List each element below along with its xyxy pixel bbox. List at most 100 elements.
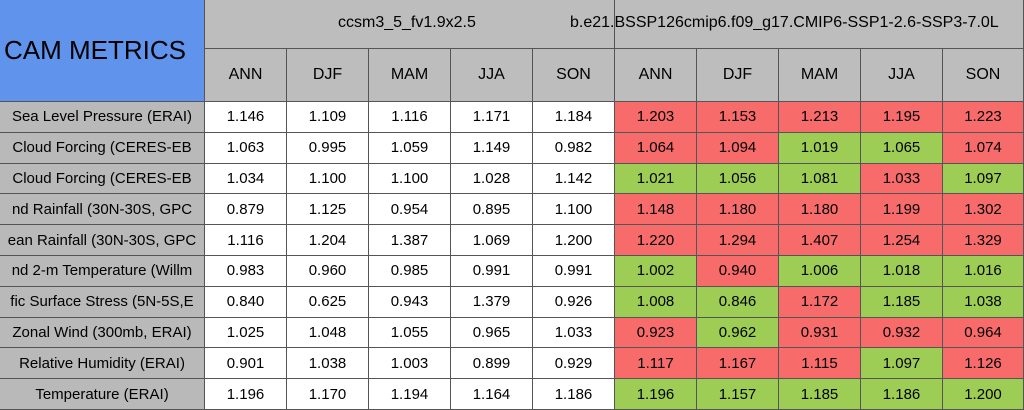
value-cell: 0.931 <box>779 317 861 349</box>
value-cell: 1.016 <box>943 256 1024 287</box>
value-cell: 1.033 <box>533 317 615 349</box>
value-cell: 1.055 <box>369 317 451 349</box>
value-cell: 1.195 <box>861 102 943 133</box>
value-cell: 1.199 <box>861 194 943 226</box>
value-cell: 1.220 <box>615 225 697 256</box>
value-cell: 0.840 <box>205 286 287 318</box>
value-cell: 0.899 <box>451 348 533 380</box>
value-cell: 1.074 <box>943 132 1024 164</box>
value-cell: 1.069 <box>451 225 533 256</box>
value-cell: 0.991 <box>533 256 615 287</box>
value-cell: 0.991 <box>451 256 533 287</box>
season-header: ANN <box>615 49 697 102</box>
value-cell: 1.167 <box>697 348 779 380</box>
value-cell: 1.126 <box>943 348 1024 380</box>
value-cell: 1.146 <box>205 102 287 133</box>
value-cell: 1.213 <box>779 102 861 133</box>
value-cell: 0.985 <box>369 256 451 287</box>
value-cell: 0.926 <box>533 286 615 318</box>
value-cell: 1.100 <box>369 163 451 195</box>
case-header-cell <box>205 0 615 49</box>
row-label: Relative Humidity (ERAI) <box>0 348 205 380</box>
row-label: Sea Level Pressure (ERAI) <box>0 102 205 133</box>
value-cell: 1.028 <box>451 163 533 195</box>
value-cell: 1.115 <box>779 348 861 380</box>
value-cell: 1.153 <box>697 102 779 133</box>
value-cell: 1.185 <box>861 286 943 318</box>
value-cell: 1.081 <box>779 163 861 195</box>
value-cell: 1.116 <box>205 225 287 256</box>
value-cell: 0.895 <box>451 194 533 226</box>
value-cell: 1.125 <box>287 194 369 226</box>
row-label: Temperature (ERAI) <box>0 379 205 410</box>
value-cell: 1.116 <box>369 102 451 133</box>
value-cell: 1.008 <box>615 286 697 318</box>
row-label: Cloud Forcing (CERES-EB <box>0 163 205 195</box>
value-cell: 1.117 <box>615 348 697 380</box>
value-cell: 1.142 <box>533 163 615 195</box>
value-cell: 1.196 <box>615 379 697 410</box>
value-cell: 0.929 <box>533 348 615 380</box>
value-cell: 1.184 <box>533 102 615 133</box>
value-cell: 1.056 <box>697 163 779 195</box>
season-header: JJA <box>861 49 943 102</box>
season-header: SON <box>943 49 1024 102</box>
season-header: DJF <box>287 49 369 102</box>
value-cell: 1.200 <box>943 379 1024 410</box>
value-cell: 1.379 <box>451 286 533 318</box>
value-cell: 1.329 <box>943 225 1024 256</box>
case-header-cell <box>615 0 1024 49</box>
value-cell: 1.157 <box>697 379 779 410</box>
value-cell: 1.025 <box>205 317 287 349</box>
value-cell: 1.002 <box>615 256 697 287</box>
value-cell: 1.033 <box>861 163 943 195</box>
value-cell: 1.180 <box>779 194 861 226</box>
value-cell: 1.097 <box>943 163 1024 195</box>
value-cell: 1.194 <box>369 379 451 410</box>
value-cell: 1.021 <box>615 163 697 195</box>
value-cell: 1.204 <box>287 225 369 256</box>
value-cell: 1.387 <box>369 225 451 256</box>
value-cell: 1.064 <box>615 132 697 164</box>
value-cell: 1.186 <box>533 379 615 410</box>
value-cell: 1.149 <box>451 132 533 164</box>
value-cell: 1.094 <box>697 132 779 164</box>
value-cell: 0.846 <box>697 286 779 318</box>
value-cell: 0.943 <box>369 286 451 318</box>
row-label: nd 2-m Temperature (Willm <box>0 256 205 287</box>
value-cell: 1.254 <box>861 225 943 256</box>
value-cell: 1.006 <box>779 256 861 287</box>
value-cell: 1.180 <box>697 194 779 226</box>
value-cell: 0.965 <box>451 317 533 349</box>
value-cell: 0.962 <box>697 317 779 349</box>
value-cell: 0.995 <box>287 132 369 164</box>
value-cell: 0.982 <box>533 132 615 164</box>
value-cell: 1.200 <box>533 225 615 256</box>
value-cell: 0.983 <box>205 256 287 287</box>
value-cell: 0.954 <box>369 194 451 226</box>
value-cell: 1.100 <box>533 194 615 226</box>
value-cell: 1.019 <box>779 132 861 164</box>
value-cell: 1.196 <box>205 379 287 410</box>
value-cell: 0.879 <box>205 194 287 226</box>
row-label: Zonal Wind (300mb, ERAI) <box>0 317 205 349</box>
value-cell: 0.960 <box>287 256 369 287</box>
season-header: MAM <box>369 49 451 102</box>
value-cell: 1.407 <box>779 225 861 256</box>
value-cell: 1.172 <box>779 286 861 318</box>
value-cell: 1.038 <box>943 286 1024 318</box>
value-cell: 1.185 <box>779 379 861 410</box>
table-title: CAM METRICS <box>0 0 205 102</box>
value-cell: 1.065 <box>861 132 943 164</box>
value-cell: 1.186 <box>861 379 943 410</box>
case-name: b.e21.BSSP126cmip6.f09_g17.CMIP6-SSP1-2.… <box>570 14 999 31</box>
value-cell: 1.294 <box>697 225 779 256</box>
value-cell: 1.171 <box>451 102 533 133</box>
season-header: ANN <box>205 49 287 102</box>
value-cell: 1.164 <box>451 379 533 410</box>
season-header: JJA <box>451 49 533 102</box>
season-header: SON <box>533 49 615 102</box>
row-label: fic Surface Stress (5N-5S,E <box>0 286 205 318</box>
value-cell: 1.038 <box>287 348 369 380</box>
